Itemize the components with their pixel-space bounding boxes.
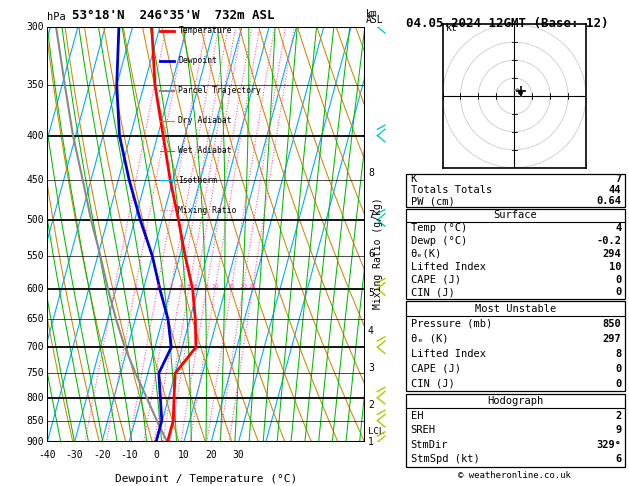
- Text: 10: 10: [211, 284, 219, 289]
- Text: 1: 1: [133, 284, 137, 289]
- Text: 3: 3: [169, 284, 173, 289]
- Text: 6: 6: [615, 454, 621, 464]
- Text: 600: 600: [26, 284, 44, 294]
- Text: 10: 10: [609, 262, 621, 272]
- Text: 1: 1: [368, 437, 374, 447]
- Text: Lifted Index: Lifted Index: [411, 262, 486, 272]
- Text: -20: -20: [93, 450, 111, 460]
- Text: 9: 9: [615, 425, 621, 435]
- Text: 7: 7: [368, 209, 374, 220]
- Text: 10: 10: [178, 450, 190, 460]
- Text: Mixing Ratio (g/kg): Mixing Ratio (g/kg): [373, 197, 383, 309]
- Text: 4: 4: [368, 326, 374, 336]
- Text: 800: 800: [26, 393, 44, 403]
- Text: 5: 5: [368, 288, 374, 297]
- Text: 0: 0: [615, 287, 621, 297]
- Text: SREH: SREH: [411, 425, 436, 435]
- Text: Surface: Surface: [493, 210, 537, 221]
- Text: 500: 500: [26, 215, 44, 225]
- Text: hPa: hPa: [47, 12, 66, 22]
- Text: 20: 20: [205, 450, 217, 460]
- Text: 2: 2: [368, 400, 374, 410]
- Text: 550: 550: [26, 251, 44, 261]
- Text: 4: 4: [615, 223, 621, 233]
- Text: © weatheronline.co.uk: © weatheronline.co.uk: [458, 471, 571, 480]
- Text: 6: 6: [368, 249, 374, 259]
- Text: 15: 15: [227, 284, 235, 289]
- Text: 900: 900: [26, 437, 44, 447]
- Text: km: km: [366, 9, 378, 19]
- Text: -40: -40: [38, 450, 56, 460]
- Text: 700: 700: [26, 342, 44, 352]
- Text: 650: 650: [26, 314, 44, 324]
- Text: -0.2: -0.2: [596, 236, 621, 246]
- Text: -30: -30: [65, 450, 83, 460]
- Text: StmSpd (kt): StmSpd (kt): [411, 454, 479, 464]
- Text: 25: 25: [248, 284, 256, 289]
- Text: 0: 0: [153, 450, 159, 460]
- Text: 6: 6: [194, 284, 198, 289]
- Text: PW (cm): PW (cm): [411, 196, 455, 206]
- Text: 850: 850: [26, 416, 44, 426]
- Text: Isotherm: Isotherm: [179, 176, 218, 185]
- Text: StmDir: StmDir: [411, 440, 448, 450]
- Text: 400: 400: [26, 131, 44, 140]
- Text: 7: 7: [615, 174, 621, 184]
- Text: 2: 2: [155, 284, 159, 289]
- Text: CIN (J): CIN (J): [411, 379, 455, 389]
- Text: Most Unstable: Most Unstable: [474, 304, 556, 314]
- Text: Dewpoint / Temperature (°C): Dewpoint / Temperature (°C): [115, 473, 298, 484]
- Text: 850: 850: [603, 319, 621, 329]
- Text: 0: 0: [615, 364, 621, 374]
- Text: θₑ (K): θₑ (K): [411, 334, 448, 344]
- Text: Dry Adiabat: Dry Adiabat: [179, 116, 232, 125]
- Text: CIN (J): CIN (J): [411, 287, 455, 297]
- Text: 53°18'N  246°35'W  732m ASL: 53°18'N 246°35'W 732m ASL: [72, 9, 275, 22]
- Text: 04.05.2024 12GMT (Base: 12): 04.05.2024 12GMT (Base: 12): [406, 17, 608, 30]
- Text: θₑ(K): θₑ(K): [411, 249, 442, 259]
- Text: Pressure (mb): Pressure (mb): [411, 319, 492, 329]
- Text: Wet Adiabat: Wet Adiabat: [179, 146, 232, 155]
- Text: Totals Totals: Totals Totals: [411, 185, 492, 195]
- Text: Mixing Ratio: Mixing Ratio: [179, 206, 237, 215]
- Text: EH: EH: [411, 411, 423, 420]
- Text: 4: 4: [179, 284, 183, 289]
- Text: 750: 750: [26, 368, 44, 378]
- Text: ASL: ASL: [366, 15, 384, 25]
- Text: kt: kt: [446, 23, 458, 34]
- Text: 294: 294: [603, 249, 621, 259]
- Text: 300: 300: [26, 22, 44, 32]
- Text: K: K: [411, 174, 417, 184]
- Text: 450: 450: [26, 175, 44, 185]
- Text: Dewpoint: Dewpoint: [179, 56, 218, 65]
- Text: Lifted Index: Lifted Index: [411, 349, 486, 359]
- Text: 30: 30: [233, 450, 244, 460]
- Text: Dewp (°C): Dewp (°C): [411, 236, 467, 246]
- Text: 5: 5: [187, 284, 191, 289]
- Text: Hodograph: Hodograph: [487, 396, 543, 406]
- Text: 8: 8: [615, 349, 621, 359]
- Text: 8: 8: [368, 168, 374, 178]
- Text: CAPE (J): CAPE (J): [411, 364, 460, 374]
- Text: 20: 20: [239, 284, 247, 289]
- Text: -10: -10: [120, 450, 138, 460]
- Text: 2: 2: [615, 411, 621, 420]
- Text: LCL: LCL: [368, 427, 384, 436]
- Text: 329°: 329°: [596, 440, 621, 450]
- Text: 44: 44: [609, 185, 621, 195]
- Text: 0: 0: [615, 379, 621, 389]
- Text: 3: 3: [368, 363, 374, 373]
- Text: 297: 297: [603, 334, 621, 344]
- Text: 350: 350: [26, 80, 44, 90]
- Text: 0.64: 0.64: [596, 196, 621, 206]
- Text: 8: 8: [204, 284, 208, 289]
- Text: 0: 0: [615, 275, 621, 285]
- Text: Temperature: Temperature: [179, 26, 232, 35]
- Text: CAPE (J): CAPE (J): [411, 275, 460, 285]
- Text: Parcel Trajectory: Parcel Trajectory: [179, 86, 261, 95]
- Text: Temp (°C): Temp (°C): [411, 223, 467, 233]
